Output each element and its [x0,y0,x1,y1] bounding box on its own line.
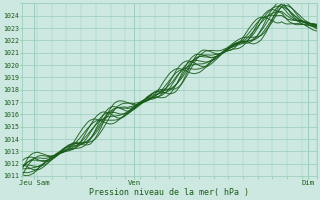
X-axis label: Pression niveau de la mer( hPa ): Pression niveau de la mer( hPa ) [89,188,249,197]
